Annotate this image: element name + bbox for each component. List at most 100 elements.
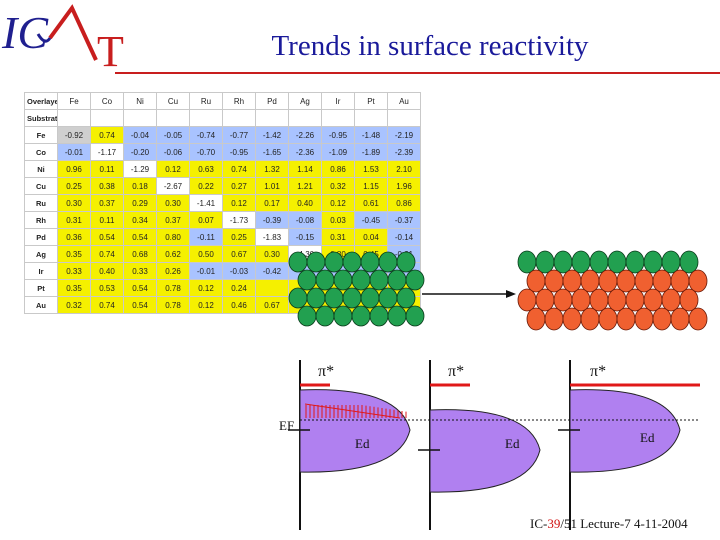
- table-cell: 1.32: [255, 160, 289, 178]
- slide-title: Trends in surface reactivity: [271, 30, 589, 62]
- atom-green: [589, 250, 609, 274]
- table-cell: 1.96: [387, 177, 421, 195]
- atom-orange: [688, 307, 708, 331]
- atom-green: [625, 250, 645, 274]
- atom-orange: [598, 269, 618, 293]
- table-cell: -0.08: [288, 211, 322, 229]
- atom-orange: [670, 307, 690, 331]
- atom-green: [553, 250, 573, 274]
- table-cell: 0.31: [57, 211, 91, 229]
- atom-green: [405, 305, 425, 327]
- table-cell: 0.12: [222, 194, 256, 212]
- ic-at-logo: IC T: [0, 0, 160, 80]
- atom-green: [369, 305, 389, 327]
- logo-ic-text: IC: [2, 7, 48, 58]
- atom-green: [360, 251, 380, 273]
- table-cell: 2.10: [387, 160, 421, 178]
- atom-green: [324, 287, 344, 309]
- table-cell: 0.54: [123, 296, 157, 314]
- table-cell: 0.36: [57, 228, 91, 246]
- table-row: Rh 0.31 0.11 0.34 0.37 0.07 -1.73 -0.39 -0.08 0.0…: [24, 211, 421, 229]
- atom-orange: [589, 288, 609, 312]
- atom-orange: [571, 288, 591, 312]
- atom-green: [315, 305, 335, 327]
- d-band-2: [429, 409, 541, 493]
- d-band-1: [299, 389, 411, 473]
- atom-green: [396, 287, 416, 309]
- table-cell: 0.40: [90, 262, 124, 280]
- table-cell: 0.86: [387, 194, 421, 212]
- table-cell: -2.26: [288, 126, 322, 144]
- atom-green: [306, 251, 326, 273]
- atom-green: [643, 250, 663, 274]
- table-cell: 0.74: [90, 296, 124, 314]
- title-underline: [115, 72, 720, 74]
- atom-orange: [688, 269, 708, 293]
- table-cell: -0.45: [354, 211, 388, 229]
- table-cell: 0.12: [189, 279, 223, 297]
- d-band-3: [569, 389, 681, 473]
- atom-orange: [580, 269, 600, 293]
- table-row: Fe -0.92 0.74 -0.04 -0.05 -0.74 -0.77 -1.42 -2.2…: [24, 126, 421, 144]
- atom-orange: [535, 288, 555, 312]
- atom-green: [396, 251, 416, 273]
- atom-green: [387, 305, 407, 327]
- atom-green: [315, 269, 335, 291]
- atom-orange: [616, 269, 636, 293]
- table-cell: 1.01: [255, 177, 289, 195]
- slide-footer: IC-39/51 Lecture-7 4-11-2004: [530, 516, 688, 532]
- footer-prefix: IC-: [530, 516, 548, 531]
- atom-green: [571, 250, 591, 274]
- atom-green: [351, 305, 371, 327]
- atom-green: [333, 269, 353, 291]
- atom-green: [387, 269, 407, 291]
- table-row: Cu 0.25 0.38 0.18 -2.67 0.22 0.27 1.01 1.21 0.32 1…: [24, 177, 421, 195]
- logo-caret-shape: [36, 4, 98, 61]
- atom-orange: [652, 269, 672, 293]
- table-cell: -0.70: [189, 143, 223, 161]
- table-cell: -2.67: [156, 177, 190, 195]
- arrow-head: [506, 290, 516, 298]
- atom-green: [297, 269, 317, 291]
- atom-orange: [625, 288, 645, 312]
- atom-green: [679, 250, 699, 274]
- table-cell: 1.21: [288, 177, 322, 195]
- atom-green: [378, 251, 398, 273]
- atom-orange: [526, 269, 546, 293]
- atom-green: [351, 269, 371, 291]
- table-cell: 0.62: [156, 245, 190, 263]
- atom-green: [324, 251, 344, 273]
- table-cell: -0.06: [156, 143, 190, 161]
- green-atom-lattice: [288, 251, 425, 327]
- table-cell: 0.11: [90, 211, 124, 229]
- logo-t-text: T: [97, 27, 124, 76]
- atom-orange: [634, 307, 654, 331]
- table-cell: 0.33: [57, 262, 91, 280]
- table-cell: -0.42: [255, 262, 289, 280]
- table-cell: 1.53: [354, 160, 388, 178]
- atom-orange: [634, 269, 654, 293]
- atom-green: [342, 287, 362, 309]
- atom-orange: [643, 288, 663, 312]
- hatch-envelope: [304, 403, 401, 419]
- table-cell: 0.30: [156, 194, 190, 212]
- table-cell: -1.83: [255, 228, 289, 246]
- atom-green: [297, 305, 317, 327]
- table-cell: 0.12: [189, 296, 223, 314]
- table-cell: -0.01: [189, 262, 223, 280]
- table-row: Co -0.01 -1.17 -0.20 -0.06 -0.70 -0.95 -1.65 -2.…: [24, 143, 421, 161]
- table-cell: 0.63: [189, 160, 223, 178]
- table-cell: -0.39: [255, 211, 289, 229]
- table-row: Ni 0.96 0.11 -1.29 0.12 0.63 0.74 1.32 1.14 0.86 1…: [24, 160, 421, 178]
- ed-label-1: Ed: [355, 436, 370, 451]
- atom-orange: [670, 269, 690, 293]
- table-row: Pd 0.36 0.54 0.54 0.80 -0.11 0.25 -1.83 -0.15 0.3…: [24, 228, 421, 246]
- table-cell: 1.14: [288, 160, 322, 178]
- table-cell: 0.68: [123, 245, 157, 263]
- table-cell: -0.03: [222, 262, 256, 280]
- atom-orange: [598, 307, 618, 331]
- atom-green: [405, 269, 425, 291]
